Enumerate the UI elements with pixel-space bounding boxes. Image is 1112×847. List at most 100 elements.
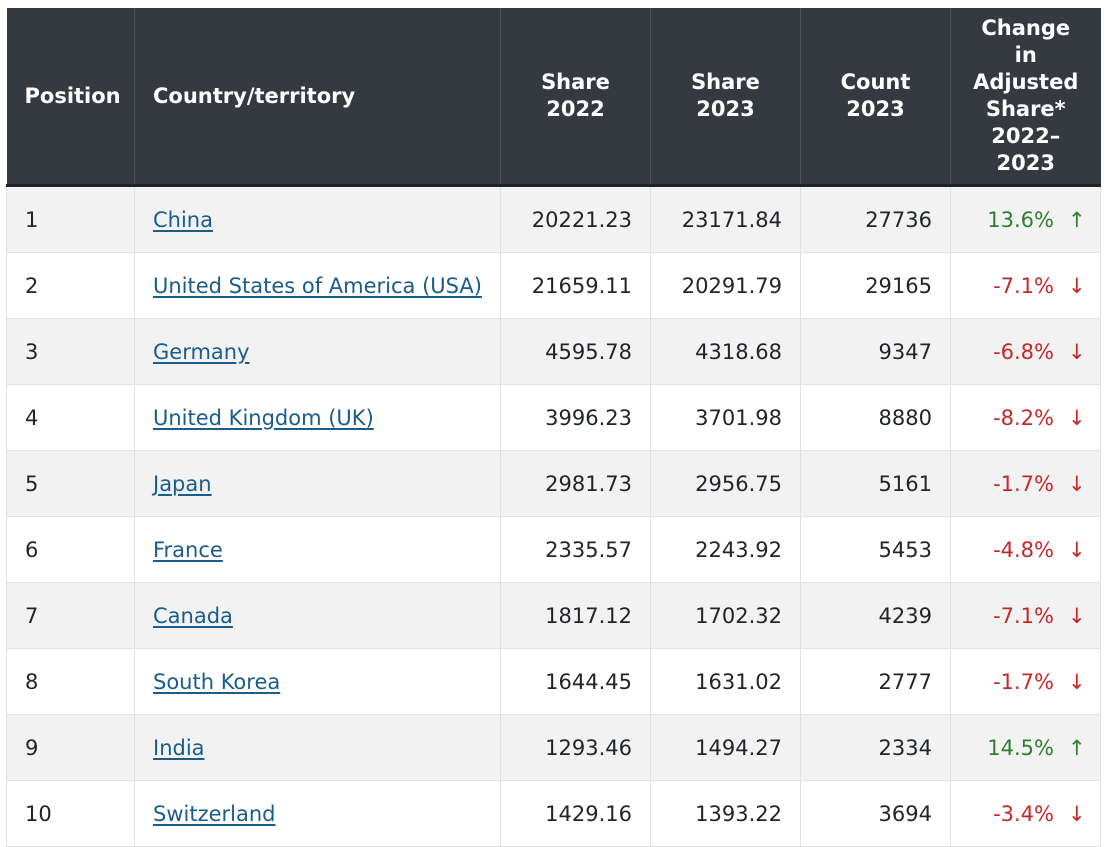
country-link[interactable]: United Kingdom (UK) (153, 405, 374, 430)
share-2023-cell: 1393.22 (650, 780, 801, 847)
table-row: 8 South Korea 1644.45 1631.02 2777 -1.7%… (6, 648, 1101, 715)
country-link[interactable]: France (153, 537, 223, 562)
header-share-2022-line2: 2022 (546, 97, 605, 121)
position-cell: 4 (6, 384, 135, 451)
change-value: -6.8% (993, 339, 1054, 364)
table-row: 3 Germany 4595.78 4318.68 9347 -6.8% ↓ (6, 318, 1101, 385)
country-cell: Canada (134, 582, 501, 649)
arrow-down-icon: ↓ (1068, 273, 1086, 298)
country-cell: Switzerland (134, 780, 501, 847)
country-link[interactable]: Japan (153, 471, 212, 496)
change-value: -3.4% (993, 801, 1054, 826)
position-cell: 6 (6, 516, 135, 583)
header-share-2022[interactable]: Share 2022 (500, 8, 651, 186)
header-share-2023-line2: 2023 (696, 97, 755, 121)
change-value: -7.1% (993, 603, 1054, 628)
share-2022-cell: 4595.78 (500, 318, 651, 385)
share-2022-cell: 2335.57 (500, 516, 651, 583)
arrow-down-icon: ↓ (1068, 603, 1086, 628)
header-share-2023[interactable]: Share 2023 (650, 8, 801, 186)
change-value: 14.5% (987, 735, 1054, 760)
arrow-down-icon: ↓ (1068, 669, 1086, 694)
ranking-table-container: Position Country/territory Share 2022 Sh… (6, 8, 1101, 847)
header-country[interactable]: Country/territory (134, 8, 501, 186)
country-cell: Germany (134, 318, 501, 385)
country-link[interactable]: South Korea (153, 669, 281, 694)
header-count-2023-line2: 2023 (846, 97, 905, 121)
change-cell: -7.1% ↓ (950, 582, 1101, 649)
count-2023-cell: 2777 (800, 648, 951, 715)
count-2023-cell: 9347 (800, 318, 951, 385)
header-count-2023[interactable]: Count 2023 (800, 8, 951, 186)
table-row: 4 United Kingdom (UK) 3996.23 3701.98 88… (6, 384, 1101, 451)
header-change[interactable]: Change in Adjusted Share* 2022– 2023 (950, 8, 1101, 186)
change-value: 13.6% (987, 207, 1054, 232)
change-cell: -1.7% ↓ (950, 648, 1101, 715)
change-cell: -6.8% ↓ (950, 318, 1101, 385)
change-cell: 14.5% ↑ (950, 714, 1101, 781)
share-2023-cell: 2243.92 (650, 516, 801, 583)
count-2023-cell: 2334 (800, 714, 951, 781)
share-2022-cell: 1293.46 (500, 714, 651, 781)
position-cell: 9 (6, 714, 135, 781)
position-cell: 7 (6, 582, 135, 649)
change-cell: -4.8% ↓ (950, 516, 1101, 583)
arrow-up-icon: ↑ (1068, 735, 1086, 760)
table-row: 7 Canada 1817.12 1702.32 4239 -7.1% ↓ (6, 582, 1101, 649)
header-change-line1: Change in (981, 16, 1071, 67)
share-2022-cell: 1644.45 (500, 648, 651, 715)
change-value: -7.1% (993, 273, 1054, 298)
change-cell: -1.7% ↓ (950, 450, 1101, 517)
country-cell: China (134, 185, 501, 253)
country-link[interactable]: Canada (153, 603, 233, 628)
share-2023-cell: 2956.75 (650, 450, 801, 517)
header-change-line3: Share* (985, 97, 1066, 121)
country-link[interactable]: Germany (153, 339, 250, 364)
count-2023-cell: 4239 (800, 582, 951, 649)
country-link[interactable]: Switzerland (153, 801, 276, 826)
share-2023-cell: 1702.32 (650, 582, 801, 649)
position-cell: 5 (6, 450, 135, 517)
header-count-2023-line1: Count (840, 70, 911, 94)
table-body: 1 China 20221.23 23171.84 27736 13.6% ↑ 2… (6, 185, 1101, 847)
share-2023-cell: 1494.27 (650, 714, 801, 781)
header-change-line5: 2023 (996, 151, 1055, 175)
header-change-line2: Adjusted (973, 70, 1079, 94)
header-position[interactable]: Position (6, 8, 135, 186)
share-2023-cell: 4318.68 (650, 318, 801, 385)
arrow-down-icon: ↓ (1068, 471, 1086, 496)
header-share-2022-line1: Share (541, 70, 610, 94)
table-row: 5 Japan 2981.73 2956.75 5161 -1.7% ↓ (6, 450, 1101, 517)
share-2022-cell: 21659.11 (500, 252, 651, 319)
table-header-row: Position Country/territory Share 2022 Sh… (6, 8, 1101, 186)
change-value: -4.8% (993, 537, 1054, 562)
count-2023-cell: 27736 (800, 185, 951, 253)
change-cell: -8.2% ↓ (950, 384, 1101, 451)
ranking-table: Position Country/territory Share 2022 Sh… (6, 8, 1101, 847)
share-2023-cell: 23171.84 (650, 185, 801, 253)
country-link[interactable]: China (153, 207, 213, 232)
change-cell: -3.4% ↓ (950, 780, 1101, 847)
arrow-down-icon: ↓ (1068, 537, 1086, 562)
share-2022-cell: 2981.73 (500, 450, 651, 517)
arrow-up-icon: ↑ (1068, 207, 1086, 232)
arrow-down-icon: ↓ (1068, 339, 1086, 364)
arrow-down-icon: ↓ (1068, 405, 1086, 430)
change-value: -1.7% (993, 471, 1054, 496)
table-row: 2 United States of America (USA) 21659.1… (6, 252, 1101, 319)
country-cell: France (134, 516, 501, 583)
country-link[interactable]: United States of America (USA) (153, 273, 482, 298)
arrow-down-icon: ↓ (1068, 801, 1086, 826)
country-link[interactable]: India (153, 735, 205, 760)
share-2022-cell: 20221.23 (500, 185, 651, 253)
change-value: -1.7% (993, 669, 1054, 694)
change-cell: 13.6% ↑ (950, 185, 1101, 253)
share-2023-cell: 1631.02 (650, 648, 801, 715)
country-cell: United States of America (USA) (134, 252, 501, 319)
share-2022-cell: 3996.23 (500, 384, 651, 451)
share-2023-cell: 20291.79 (650, 252, 801, 319)
table-row: 6 France 2335.57 2243.92 5453 -4.8% ↓ (6, 516, 1101, 583)
change-cell: -7.1% ↓ (950, 252, 1101, 319)
country-cell: United Kingdom (UK) (134, 384, 501, 451)
count-2023-cell: 29165 (800, 252, 951, 319)
